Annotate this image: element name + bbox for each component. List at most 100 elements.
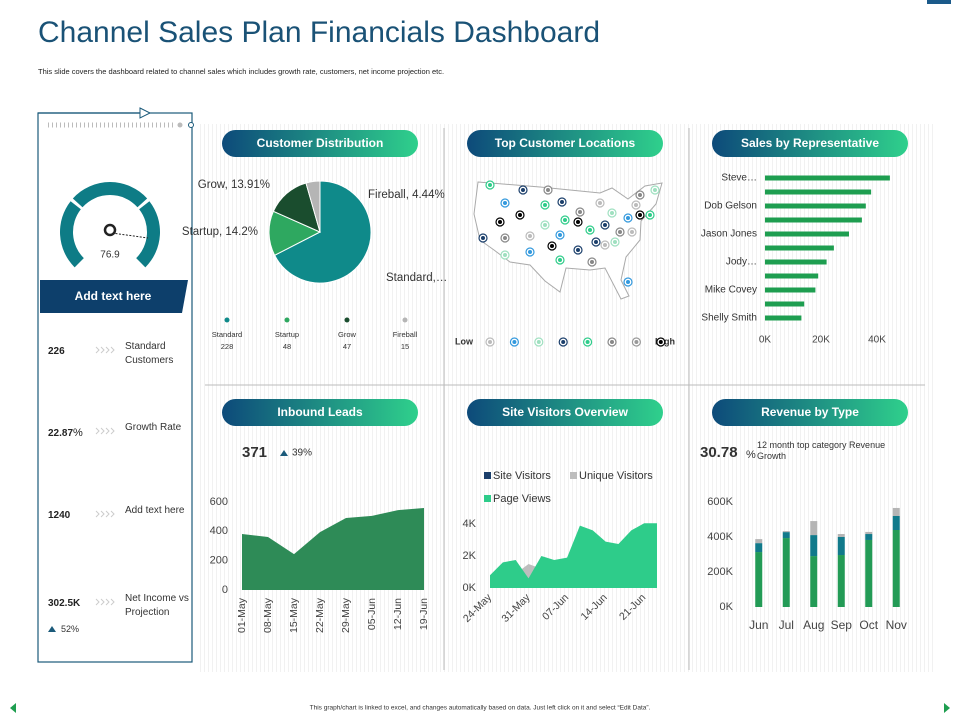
y-tick-label: 200 — [210, 555, 228, 567]
x-tick-label: 40K — [868, 335, 886, 346]
legend-swatch — [484, 495, 491, 502]
kpi-unit: % — [746, 449, 756, 461]
metric-label: Net Income vs Projection — [125, 593, 189, 618]
panel-header — [222, 130, 418, 157]
y-tick-label: Jody… — [726, 257, 757, 268]
kpi-note-box: 12 month top category Revenue Growth — [757, 440, 885, 461]
y-tick-label: 600 — [210, 496, 228, 508]
gauge-needle — [111, 232, 149, 239]
chevrons — [95, 427, 115, 435]
y-tick-label: 600K — [707, 496, 733, 508]
map-dot-core — [558, 258, 562, 262]
x-tick-label: Jun — [749, 618, 768, 632]
kpi: 30.78 — [700, 444, 738, 461]
chevrons — [95, 510, 115, 518]
panel-title: Inbound Leads — [277, 405, 363, 419]
bar-segment — [865, 531, 873, 535]
map-dot-core — [610, 211, 614, 215]
heat-legend — [485, 337, 666, 347]
x-tick-label: 0K — [759, 335, 772, 346]
x-tick-label: Aug — [803, 618, 824, 632]
y-tick-label: Mike Covey — [705, 285, 757, 296]
button — [40, 280, 188, 313]
bar-segment — [782, 531, 790, 533]
bar — [765, 259, 827, 265]
map-dot-core — [518, 213, 522, 217]
legend-value: 15 — [401, 342, 409, 351]
heat-dot-core — [488, 340, 492, 344]
metric-label: Add text here — [125, 505, 185, 516]
panel-title: Customer Distribution — [257, 136, 384, 150]
bar — [765, 231, 849, 237]
map-dot-core — [626, 216, 630, 220]
map-dot-core — [543, 223, 547, 227]
panel-title: Revenue by Type — [761, 405, 859, 419]
map-dot-core — [521, 188, 525, 192]
bar-segment — [782, 538, 790, 607]
x-tick-label: 12-Jun — [392, 598, 404, 630]
pie-slice — [305, 180, 321, 233]
legend-value: 228 — [221, 342, 234, 351]
bar-segment — [865, 539, 873, 607]
bar — [765, 287, 816, 293]
x-tick-label: Nov — [886, 618, 907, 632]
x-tick-label: 15-May — [288, 597, 300, 633]
legend-label: Grow — [338, 330, 357, 339]
map-dot-core — [488, 183, 492, 187]
panel-header — [467, 130, 663, 157]
legend-label: Unique Visitors — [579, 470, 653, 482]
title: Channel Sales Plan Financials Dashboard — [38, 16, 600, 49]
pie-slice — [273, 180, 372, 284]
map-dot-core — [613, 240, 617, 244]
panel-title: Sales by Representative — [741, 136, 879, 150]
bar-segment — [892, 530, 900, 607]
map-dot-core — [648, 213, 652, 217]
x-tick-label: Oct — [859, 618, 878, 632]
bar — [765, 203, 866, 209]
x-tick-label: 05-Jun — [366, 598, 378, 630]
bar — [765, 245, 834, 251]
bar-segment — [755, 552, 763, 607]
bar-segment — [755, 543, 763, 553]
y-tick-label: 0K — [720, 601, 734, 613]
bar-segment — [837, 534, 845, 537]
map-dot-core — [546, 188, 550, 192]
bar-segment — [810, 556, 818, 607]
map-dot-core — [558, 233, 562, 237]
map-dot-core — [653, 188, 657, 192]
slice-label: Startup, 14.2% — [182, 226, 258, 238]
map-dot-core — [603, 243, 607, 247]
map-dot-core — [503, 201, 507, 205]
bar-segment — [782, 532, 790, 539]
map-dot-core — [528, 250, 532, 254]
metric-label: Standard Customers — [125, 341, 174, 366]
map-dot-core — [498, 220, 502, 224]
legend-dot — [224, 317, 230, 323]
map-dot-core — [603, 223, 607, 227]
gauge-value: 76.9 — [100, 250, 120, 261]
x-tick-label: 01-May — [236, 597, 248, 633]
bar — [765, 175, 890, 181]
metric-label: Growth Rate — [125, 422, 182, 433]
map-dot-core — [588, 228, 592, 232]
panel-title: Top Customer Locations — [495, 136, 636, 150]
map-dot-core — [576, 248, 580, 252]
map-dot-core — [638, 213, 642, 217]
heat-dot-core — [536, 340, 541, 344]
map-dot-core — [626, 280, 630, 284]
bar-segment — [892, 507, 900, 516]
nav-next[interactable] — [944, 703, 950, 713]
y-tick-label: Jason Jones — [701, 229, 757, 240]
nav-prev[interactable] — [10, 703, 16, 713]
corner-bar — [927, 0, 951, 4]
area — [242, 508, 424, 590]
bar-segment — [810, 521, 818, 536]
map-dot-core — [560, 200, 564, 204]
panel-header — [712, 399, 908, 426]
legend-value: 48 — [283, 342, 291, 351]
button-label: Add text here — [75, 289, 152, 303]
heat-dot-core — [512, 340, 517, 344]
metric-value: 1240 — [48, 510, 71, 521]
legend-label: Page Views — [493, 493, 551, 505]
metric-change-value: 52% — [61, 624, 80, 634]
